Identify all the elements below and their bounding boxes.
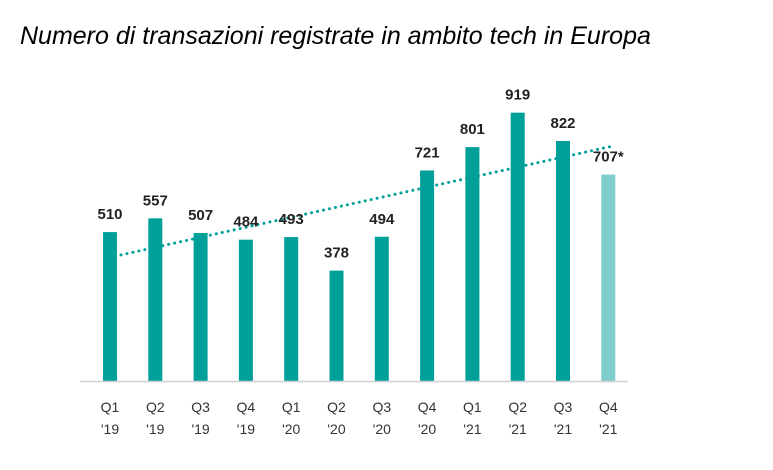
x-tick-year-5: '20 bbox=[327, 421, 345, 437]
value-label-11: 707* bbox=[593, 149, 624, 166]
value-label-6: 494 bbox=[369, 211, 395, 228]
bar-11 bbox=[601, 174, 616, 381]
x-tick-label-1: Q2 bbox=[146, 399, 165, 415]
x-tick-year-11: '21 bbox=[599, 421, 617, 437]
x-tick-label-6: Q3 bbox=[372, 399, 391, 415]
x-tick-label-0: Q1 bbox=[101, 399, 120, 415]
x-tick-label-2: Q3 bbox=[191, 399, 210, 415]
bar-3 bbox=[238, 239, 253, 381]
trendline-group bbox=[113, 144, 615, 258]
x-tick-label-8: Q1 bbox=[463, 399, 482, 415]
x-tick-year-1: '19 bbox=[146, 421, 164, 437]
value-label-5: 378 bbox=[324, 245, 349, 262]
value-label-0: 510 bbox=[97, 206, 122, 223]
x-tick-label-10: Q3 bbox=[554, 399, 573, 415]
x-tick-year-4: '20 bbox=[282, 421, 300, 437]
x-tick-year-6: '20 bbox=[373, 421, 391, 437]
bar-4 bbox=[284, 237, 299, 381]
bar-7 bbox=[420, 170, 435, 381]
x-tick-year-0: '19 bbox=[101, 421, 119, 437]
value-label-8: 801 bbox=[460, 121, 485, 138]
x-tick-year-10: '21 bbox=[554, 421, 572, 437]
value-label-9: 919 bbox=[505, 87, 530, 104]
x-tick-label-4: Q1 bbox=[282, 399, 301, 415]
x-tick-year-9: '21 bbox=[509, 421, 527, 437]
bar-0 bbox=[103, 232, 117, 381]
value-label-10: 822 bbox=[550, 115, 575, 132]
bar-2 bbox=[193, 232, 208, 381]
trendline bbox=[113, 144, 615, 258]
value-label-3: 484 bbox=[233, 214, 259, 231]
bar-10 bbox=[556, 140, 570, 381]
x-tick-year-3: '19 bbox=[237, 421, 255, 437]
bar-8 bbox=[465, 147, 480, 381]
bars-group bbox=[103, 112, 616, 381]
bar-5 bbox=[329, 270, 344, 381]
x-tick-year-8: '21 bbox=[463, 421, 481, 437]
x-tick-label-11: Q4 bbox=[599, 399, 618, 415]
x-tick-label-5: Q2 bbox=[327, 399, 346, 415]
x-tick-year-7: '20 bbox=[418, 421, 436, 437]
value-label-1: 557 bbox=[143, 192, 168, 209]
value-labels-group: 510 557 507 484 493 378 494 721 801 919 822 707* bbox=[97, 87, 623, 262]
bar-1 bbox=[148, 218, 163, 381]
bar-9 bbox=[510, 112, 525, 381]
value-label-2: 507 bbox=[188, 207, 213, 224]
x-tick-label-7: Q4 bbox=[418, 399, 437, 415]
bar-6 bbox=[374, 236, 389, 381]
x-tick-year-2: '19 bbox=[191, 421, 209, 437]
chart-title: Numero di transazioni registrate in ambi… bbox=[20, 22, 651, 50]
value-label-7: 721 bbox=[415, 144, 440, 161]
value-label-4: 493 bbox=[279, 211, 304, 228]
x-tick-label-9: Q2 bbox=[508, 399, 527, 415]
x-tick-label-3: Q4 bbox=[237, 399, 256, 415]
x-tick-labels-group: Q1 '19 Q2 '19 Q3 '19 Q4 '19 Q1 '20 Q2 '20 Q3 '20 Q4 '20… bbox=[101, 399, 618, 437]
